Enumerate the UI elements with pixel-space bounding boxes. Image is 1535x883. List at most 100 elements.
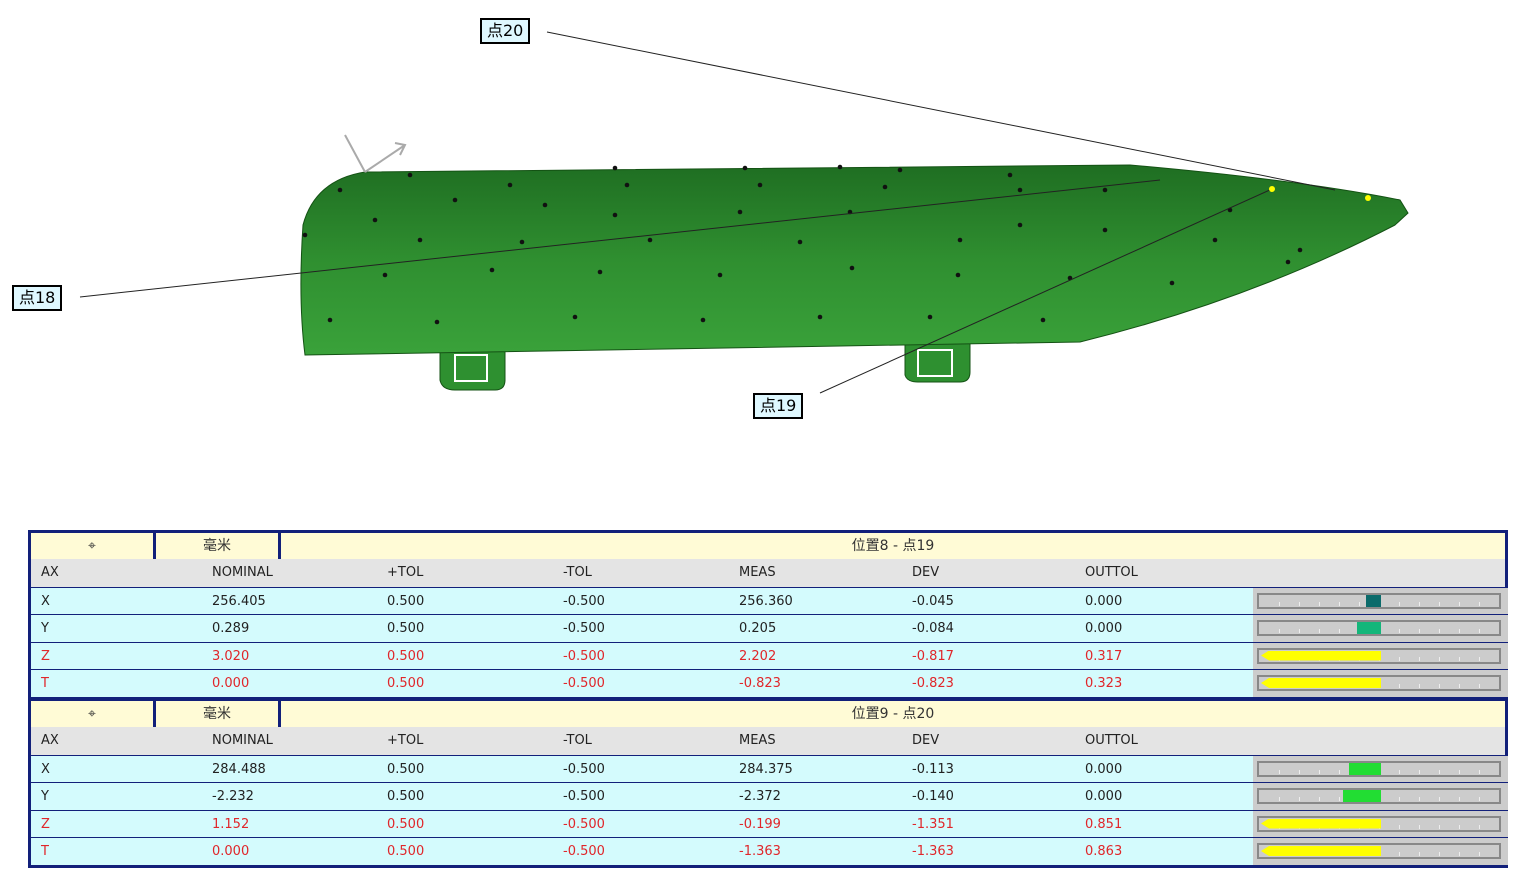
measured-point bbox=[1169, 280, 1175, 286]
cell-mtol: -0.500 bbox=[563, 816, 605, 832]
cell-nominal: 0.000 bbox=[212, 676, 250, 691]
measured-point bbox=[1040, 317, 1046, 323]
table-row: Z 1.152 0.500 -0.500 -0.199 -1.351 0.851 bbox=[31, 809, 1508, 837]
cell-outtol: 0.863 bbox=[1085, 844, 1123, 859]
column-header: +TOL bbox=[387, 733, 424, 748]
table-row: T 0.000 0.500 -0.500 -0.823 -0.823 0.323 bbox=[31, 669, 1508, 697]
column-header: -TOL bbox=[563, 565, 592, 580]
cell-meas: 256.360 bbox=[739, 593, 793, 609]
position-symbol-icon: ⌖ bbox=[31, 533, 153, 559]
measured-point bbox=[737, 209, 743, 215]
dimension-title: 位置9 - 点20 bbox=[281, 701, 1505, 727]
cell-meas: -1.363 bbox=[739, 844, 781, 859]
dimension-block: ⌖ 毫米 位置8 - 点19 AX NOMINAL +TOL -TOL MEAS DEV O… bbox=[28, 530, 1508, 700]
measured-point bbox=[407, 172, 413, 178]
measured-point bbox=[519, 239, 525, 245]
measured-point bbox=[817, 314, 823, 320]
cell-ptol: 0.500 bbox=[387, 648, 425, 664]
measured-point bbox=[957, 237, 963, 243]
column-header: NOMINAL bbox=[212, 733, 273, 748]
coordinate-axes-icon bbox=[344, 134, 407, 173]
cell-dev: -0.823 bbox=[912, 676, 954, 691]
measured-point bbox=[797, 239, 803, 245]
cell-mtol: -0.500 bbox=[563, 761, 605, 777]
cell-dev: -0.045 bbox=[912, 593, 954, 609]
measured-point bbox=[757, 182, 763, 188]
measured-point bbox=[1212, 237, 1218, 243]
out-of-tolerance-bar bbox=[1261, 650, 1381, 661]
cell-ax: Z bbox=[41, 648, 50, 664]
measured-point bbox=[434, 319, 440, 325]
deviation-graph bbox=[1253, 587, 1508, 614]
measured-point bbox=[507, 182, 513, 188]
measured-point bbox=[1017, 222, 1023, 228]
deviation-marker bbox=[1349, 762, 1381, 775]
measured-point bbox=[612, 212, 618, 218]
cell-outtol: 0.317 bbox=[1085, 648, 1123, 664]
measured-point bbox=[1102, 227, 1108, 233]
out-of-tolerance-bar bbox=[1261, 846, 1381, 856]
cell-ptol: 0.500 bbox=[387, 676, 425, 691]
cell-outtol: 0.000 bbox=[1085, 593, 1123, 609]
cell-nominal: 0.000 bbox=[212, 844, 250, 859]
table-row: X 284.488 0.500 -0.500 284.375 -0.113 0.000 bbox=[31, 754, 1508, 782]
column-header: +TOL bbox=[387, 565, 424, 580]
cell-nominal: 256.405 bbox=[212, 593, 266, 609]
out-of-tolerance-bar bbox=[1261, 818, 1381, 829]
part-model bbox=[300, 164, 1409, 391]
cell-outtol: 0.000 bbox=[1085, 789, 1123, 804]
cell-ax: X bbox=[41, 593, 50, 609]
part-3d-view[interactable] bbox=[0, 0, 1535, 500]
measured-point bbox=[1297, 247, 1303, 253]
point-label-19[interactable]: 点19 bbox=[753, 393, 804, 419]
cell-mtol: -0.500 bbox=[563, 676, 605, 691]
measured-point bbox=[700, 317, 706, 323]
column-header-row: AX NOMINAL +TOL -TOL MEAS DEV OUTTOL bbox=[31, 727, 1505, 755]
table-row: X 256.405 0.500 -0.500 256.360 -0.045 0.000 bbox=[31, 586, 1508, 614]
measured-point bbox=[1285, 259, 1291, 265]
cell-dev: -0.113 bbox=[912, 761, 954, 777]
cell-outtol: 0.000 bbox=[1085, 621, 1123, 636]
position-symbol-icon: ⌖ bbox=[31, 701, 153, 727]
point-label-20[interactable]: 点20 bbox=[480, 18, 531, 44]
cell-ax: Z bbox=[41, 816, 50, 832]
measured-point bbox=[1102, 187, 1108, 193]
column-header: OUTTOL bbox=[1085, 733, 1138, 748]
column-header: NOMINAL bbox=[212, 565, 273, 580]
cell-meas: -0.199 bbox=[739, 816, 781, 832]
column-header: MEAS bbox=[739, 565, 776, 580]
measured-point bbox=[542, 202, 548, 208]
cell-meas: 284.375 bbox=[739, 761, 793, 777]
measured-point bbox=[612, 165, 618, 171]
deviation-marker bbox=[1356, 622, 1381, 634]
measured-point bbox=[647, 237, 653, 243]
deviation-graph bbox=[1253, 755, 1508, 782]
measured-point bbox=[849, 265, 855, 271]
measured-point bbox=[837, 164, 843, 170]
measured-point bbox=[717, 272, 723, 278]
measured-point bbox=[1007, 172, 1013, 178]
cell-mtol: -0.500 bbox=[563, 621, 605, 636]
cell-outtol: 0.000 bbox=[1085, 761, 1123, 777]
measured-point bbox=[927, 314, 933, 320]
deviation-marker bbox=[1366, 594, 1381, 607]
measured-point bbox=[1017, 187, 1023, 193]
cell-dev: -0.084 bbox=[912, 621, 954, 636]
cell-ptol: 0.500 bbox=[387, 816, 425, 832]
leader-lines bbox=[79, 31, 1336, 394]
table-row: Y -2.232 0.500 -0.500 -2.372 -0.140 0.000 bbox=[31, 782, 1508, 810]
cell-meas: 2.202 bbox=[739, 648, 777, 664]
cell-mtol: -0.500 bbox=[563, 844, 605, 859]
deviation-graph bbox=[1253, 642, 1508, 669]
cell-meas: 0.205 bbox=[739, 621, 777, 636]
units-label: 毫米 bbox=[156, 533, 278, 559]
point-label-18[interactable]: 点18 bbox=[12, 285, 63, 311]
column-header-row: AX NOMINAL +TOL -TOL MEAS DEV OUTTOL bbox=[31, 559, 1505, 587]
cell-dev: -0.817 bbox=[912, 648, 954, 664]
cell-ptol: 0.500 bbox=[387, 761, 425, 777]
measurement-points bbox=[302, 164, 1303, 325]
measured-point bbox=[882, 184, 888, 190]
cell-nominal: -2.232 bbox=[212, 789, 254, 804]
measured-point bbox=[337, 187, 343, 193]
column-header: DEV bbox=[912, 733, 940, 748]
